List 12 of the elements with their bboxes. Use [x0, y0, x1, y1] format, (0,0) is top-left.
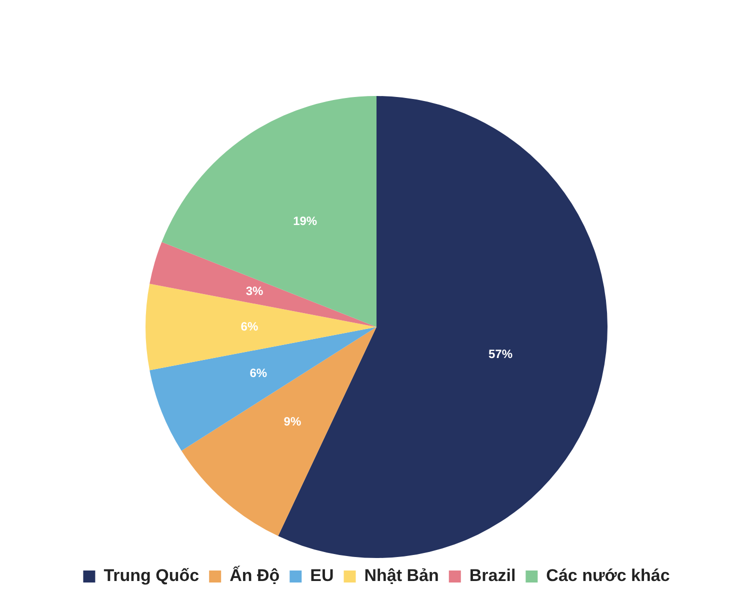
legend-label: EU: [310, 566, 334, 586]
data-label: 3%: [246, 284, 264, 298]
legend-label: Ấn Độ: [230, 565, 280, 586]
data-label: 19%: [293, 214, 318, 228]
legend-label: Các nước khác: [546, 566, 670, 586]
data-label: 57%: [488, 347, 513, 362]
data-label: 9%: [284, 414, 302, 429]
legend-label: Brazil: [469, 566, 516, 586]
legend-label: Trung Quốc: [104, 566, 200, 586]
data-label: 6%: [250, 366, 268, 380]
legend-label: Nhật Bản: [364, 566, 439, 586]
data-label: 6%: [240, 319, 258, 334]
